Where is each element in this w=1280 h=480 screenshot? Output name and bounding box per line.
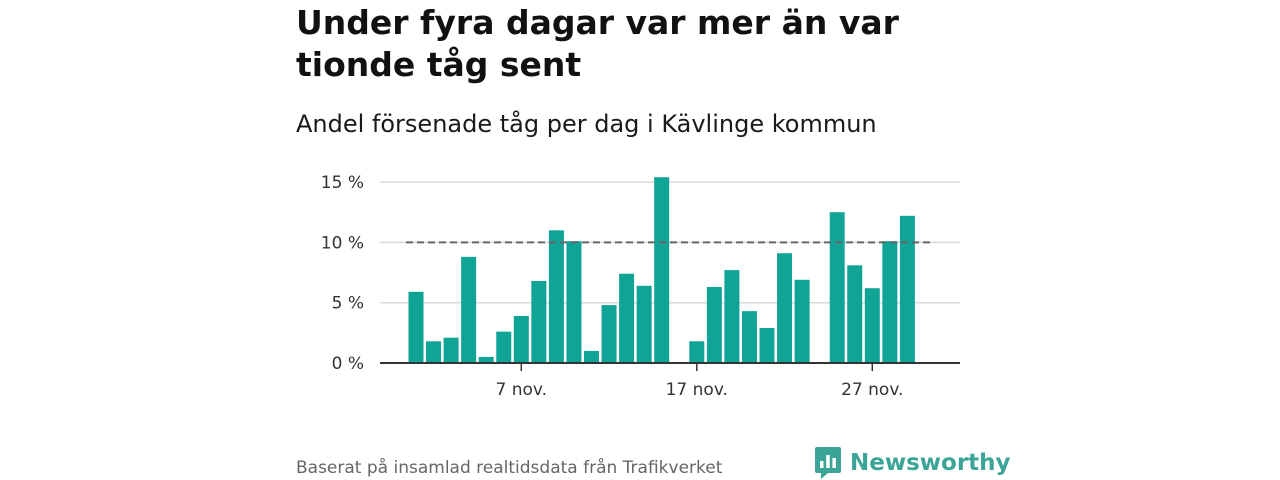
bar (724, 270, 740, 363)
bar (829, 212, 845, 363)
axes: 0 % 5 % 10 % 15 % 7 nov. 17 nov. 27 nov. (321, 173, 960, 400)
bar (496, 331, 512, 363)
bar (426, 341, 442, 363)
bar (794, 279, 810, 363)
bar (882, 241, 898, 363)
y-tick-label: 5 % (332, 294, 364, 314)
bar (847, 265, 863, 363)
bar-chart: 0 % 5 % 10 % 15 % 7 nov. 17 nov. 27 nov. (321, 173, 960, 400)
bar (548, 230, 564, 363)
bar (619, 273, 635, 363)
bar (584, 350, 599, 363)
y-tick-label: 10 % (321, 233, 364, 253)
bar (408, 291, 424, 363)
bar (478, 356, 494, 363)
y-tick-label: 15 % (321, 173, 364, 193)
newsworthy-logo-icon (815, 447, 841, 479)
bar (864, 288, 880, 363)
x-tick-label: 27 nov. (841, 380, 903, 400)
bar (513, 315, 529, 363)
chart-subtitle: Andel försenade tåg per dag i Kävlinge k… (296, 110, 877, 138)
bar (461, 256, 477, 363)
bar (706, 287, 722, 363)
bar (601, 305, 617, 363)
chart-title: Under fyra dagar var mer än var tionde t… (296, 3, 899, 84)
bar (777, 253, 793, 363)
y-tick-label: 0 % (332, 354, 364, 374)
brand-name: Newsworthy (850, 450, 1011, 476)
source-note: Baserat på insamlad realtidsdata från Tr… (296, 458, 723, 478)
x-tick-label: 7 nov. (496, 380, 548, 400)
bar (759, 328, 775, 363)
bars (408, 177, 915, 363)
bar (899, 215, 915, 363)
bar (531, 280, 547, 363)
bar (689, 341, 705, 363)
bar (654, 177, 670, 363)
bar (443, 337, 459, 363)
x-tick-label: 17 nov. (666, 380, 728, 400)
bar (636, 285, 652, 363)
bar (741, 311, 757, 363)
bar (566, 241, 582, 363)
brand-logo: Newsworthy (814, 446, 1011, 480)
